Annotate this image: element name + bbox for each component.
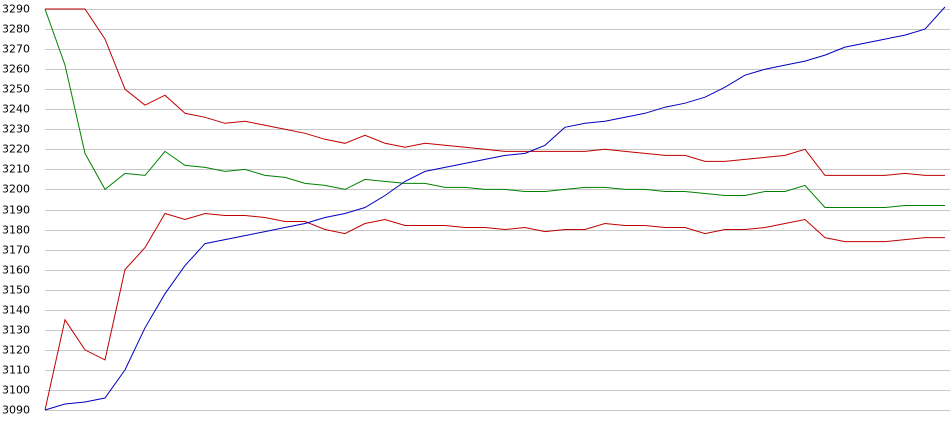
y-tick-label: 3130 [2, 324, 30, 337]
y-tick-label: 3250 [2, 83, 30, 96]
y-tick-label: 3170 [2, 244, 30, 257]
y-tick-label: 3240 [2, 103, 30, 116]
y-tick-label: 3140 [2, 304, 30, 317]
y-tick-label: 3220 [2, 143, 30, 156]
y-tick-label: 3160 [2, 264, 30, 277]
y-tick-label: 3110 [2, 364, 30, 377]
y-tick-label: 3230 [2, 123, 30, 136]
y-tick-label: 3150 [2, 284, 30, 297]
y-tick-label: 3260 [2, 63, 30, 76]
series-line [45, 8, 945, 176]
y-tick-label: 3120 [2, 344, 30, 357]
y-tick-label: 3210 [2, 163, 30, 176]
y-tick-label: 3180 [2, 224, 30, 237]
series-line [44, 212, 945, 411]
series-line [44, 6, 946, 411]
y-tick-label: 3200 [2, 183, 30, 196]
series-line [44, 8, 945, 208]
y-tick-label: 3280 [2, 23, 30, 36]
y-tick-label: 3290 [2, 3, 30, 16]
y-tick-label: 3100 [2, 384, 30, 397]
y-tick-label: 3270 [2, 43, 30, 56]
y-tick-label: 3090 [2, 404, 30, 417]
y-tick-label: 3190 [2, 204, 30, 217]
